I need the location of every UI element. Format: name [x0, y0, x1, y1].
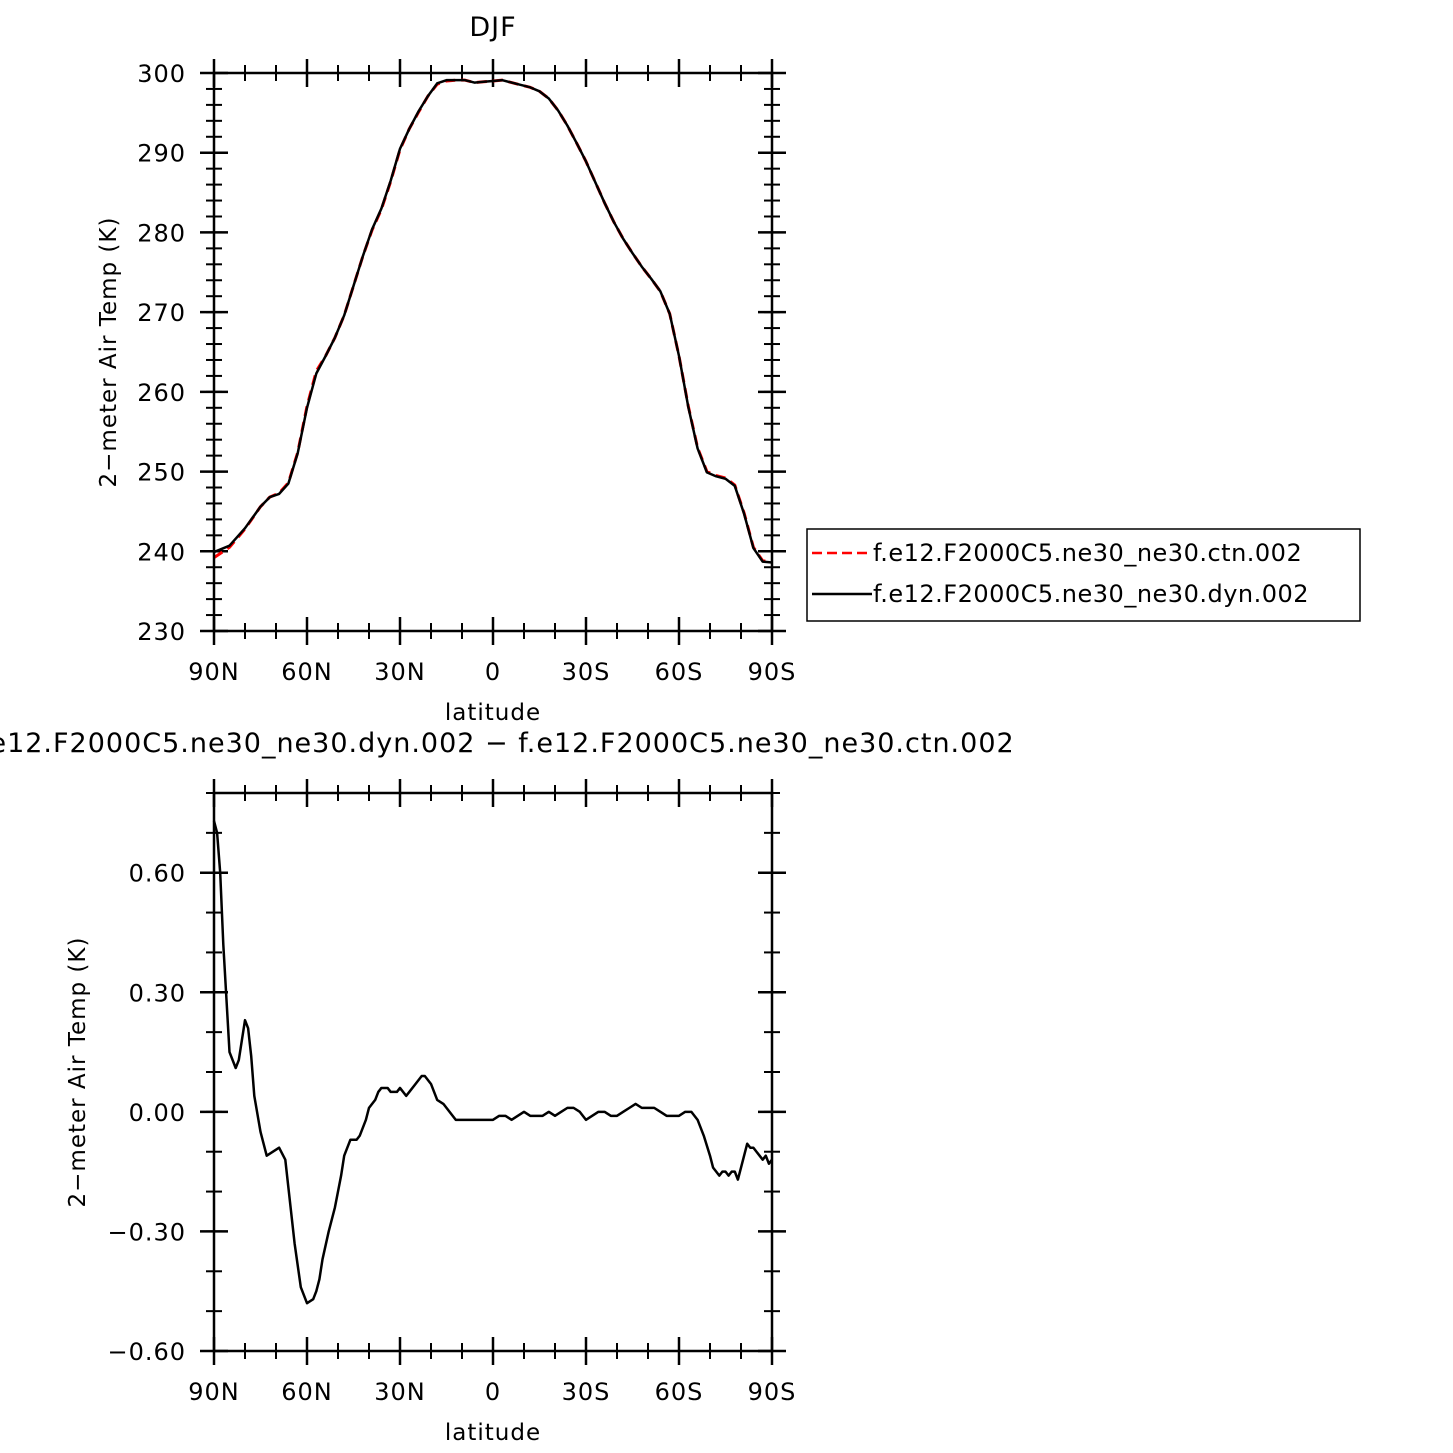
top-y-tick-label: 270: [137, 299, 186, 327]
bottom-y-tick-label: −0.60: [107, 1338, 186, 1366]
legend-box: [806, 528, 1361, 622]
bottom-series-lines: [212, 820, 773, 1305]
top-y-tick-label: 290: [137, 140, 186, 168]
bottom-x-axis-label: latitude: [445, 1420, 541, 1446]
top-x-tick-label: 30S: [562, 658, 611, 686]
top-y-tick-label: 240: [137, 538, 186, 566]
top-series-line-0: [213, 78, 773, 564]
top-y-tick-label: 280: [137, 219, 186, 247]
bottom-axis-ticks: 90N 60N 30N 0 30S 60S 90S 0.60 0.30 0.00 −0.30 −0.6…: [107, 779, 797, 1406]
top-y-axis-label: 2−meter Air Temp (K): [96, 217, 122, 488]
top-temperature-plot: DJF 2−meter Air Temp (K) latitude 90N 60N…: [96, 12, 797, 726]
top-y-tick-label: 300: [137, 60, 186, 88]
top-x-tick-label: 90S: [748, 658, 797, 686]
bottom-series-line-0: [212, 820, 773, 1305]
top-plot-frame: [212, 71, 774, 633]
top-series-line-1: [213, 78, 773, 564]
top-axis-ticks: 90N 60N 30N 0 30S 60S 90S 300 290 280 270 260 250 240…: [137, 59, 797, 686]
top-plot-title: DJF: [469, 12, 516, 43]
top-x-tick-label: 90N: [188, 658, 240, 686]
bottom-plot-frame: [212, 791, 774, 1353]
legend-label-ctn: f.e12.F2000C5.ne30_ne30.ctn.002: [873, 539, 1302, 567]
bottom-difference-plot: f.e12.F2000C5.ne30_ne30.dyn.002 − f.e12.…: [0, 728, 1015, 1446]
legend-label-dyn: f.e12.F2000C5.ne30_ne30.dyn.002: [873, 580, 1309, 608]
top-y-tick-label: 260: [137, 379, 186, 407]
bottom-x-tick-label: 30S: [562, 1378, 611, 1406]
top-x-tick-label: 60S: [655, 658, 704, 686]
bottom-plot-title: f.e12.F2000C5.ne30_ne30.dyn.002 − f.e12.…: [0, 728, 1015, 759]
bottom-x-tick-label: 0: [485, 1378, 501, 1406]
top-series-lines: [213, 78, 773, 564]
bottom-y-tick-label: 0.60: [129, 860, 186, 888]
bottom-x-tick-label: 30N: [374, 1378, 426, 1406]
bottom-x-tick-label: 90N: [188, 1378, 240, 1406]
top-x-tick-label: 0: [485, 658, 501, 686]
bottom-y-tick-label: 0.30: [129, 979, 186, 1007]
top-x-tick-label: 60N: [281, 658, 333, 686]
bottom-y-tick-label: −0.30: [107, 1218, 186, 1246]
bottom-x-tick-label: 60N: [281, 1378, 333, 1406]
top-y-tick-label: 250: [137, 459, 186, 487]
bottom-x-tick-label: 60S: [655, 1378, 704, 1406]
bottom-y-axis-label: 2−meter Air Temp (K): [65, 937, 91, 1208]
top-x-tick-label: 30N: [374, 658, 426, 686]
top-y-tick-label: 230: [137, 618, 186, 646]
top-x-axis-label: latitude: [445, 700, 541, 726]
bottom-y-tick-label: 0.00: [129, 1099, 186, 1127]
bottom-x-tick-label: 90S: [748, 1378, 797, 1406]
legend: f.e12.F2000C5.ne30_ne30.ctn.002 f.e12.F2…: [806, 528, 1361, 622]
